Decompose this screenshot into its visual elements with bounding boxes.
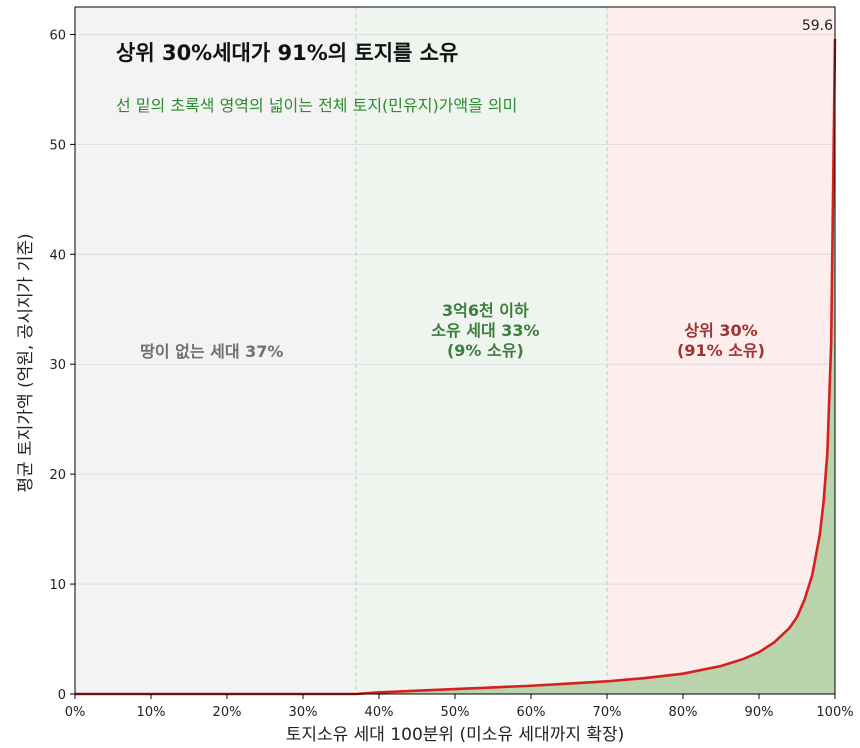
x-tick-label-10: 100% xyxy=(816,705,853,720)
zone-label-0-0: 땅이 없는 세대 37% xyxy=(140,342,283,361)
x-tick-label-2: 20% xyxy=(213,705,242,720)
y-tick-label-3: 30 xyxy=(49,358,66,373)
y-axis-ticks: 0 10 20 30 40 50 60 xyxy=(49,28,75,703)
zone-label-2-0: 상위 30% xyxy=(684,321,757,340)
zone-background-0 xyxy=(75,7,357,694)
x-tick-label-0: 0% xyxy=(65,705,86,720)
x-tick-label-4: 40% xyxy=(365,705,394,720)
zone-background-2 xyxy=(607,7,835,694)
y-tick-label-1: 10 xyxy=(49,578,66,593)
gridlines xyxy=(75,34,835,585)
zone-label-1-2: (9% 소유) xyxy=(447,341,524,360)
y-tick-label-4: 40 xyxy=(49,248,66,263)
zone-label-2-1: (91% 소유) xyxy=(677,341,765,360)
x-tick-label-6: 60% xyxy=(517,705,546,720)
x-axis-label: 토지소유 세대 100분위 (미소유 세대까지 확장) xyxy=(286,725,625,745)
zone-label-1-0: 3억6천 이하 xyxy=(442,301,529,320)
x-tick-label-7: 70% xyxy=(593,705,622,720)
y-axis-label: 평균 토지가액 (억원, 공시지가 기준) xyxy=(16,233,36,492)
x-tick-label-9: 90% xyxy=(745,705,774,720)
zone-dividers xyxy=(355,7,608,694)
peak-value-label: 59.6 xyxy=(802,18,833,34)
zone-background-1 xyxy=(356,7,607,694)
x-axis-ticks: 0% 10% 20% 30% 40% 50% 60% 70% 80% 90% 100% xyxy=(65,694,854,720)
x-tick-label-5: 50% xyxy=(441,705,470,720)
x-tick-label-1: 10% xyxy=(137,705,166,720)
chart-subtitle: 선 밑의 초록색 영역의 넓이는 전체 토지(민유지)가액을 의미 xyxy=(116,96,517,115)
zone-label-1-1: 소유 세대 33% xyxy=(431,321,539,340)
y-tick-label-0: 0 xyxy=(58,688,66,703)
y-tick-label-2: 20 xyxy=(49,468,66,483)
x-tick-label-3: 30% xyxy=(289,705,318,720)
annotations: 59.6 xyxy=(802,18,833,34)
chart-title: 상위 30%세대가 91%의 토지를 소유 xyxy=(116,41,458,65)
x-tick-label-8: 80% xyxy=(669,705,698,720)
zone-backgrounds xyxy=(75,7,835,694)
y-tick-label-5: 50 xyxy=(49,138,66,153)
land-value-line xyxy=(75,38,837,696)
y-tick-label-6: 60 xyxy=(49,28,66,43)
